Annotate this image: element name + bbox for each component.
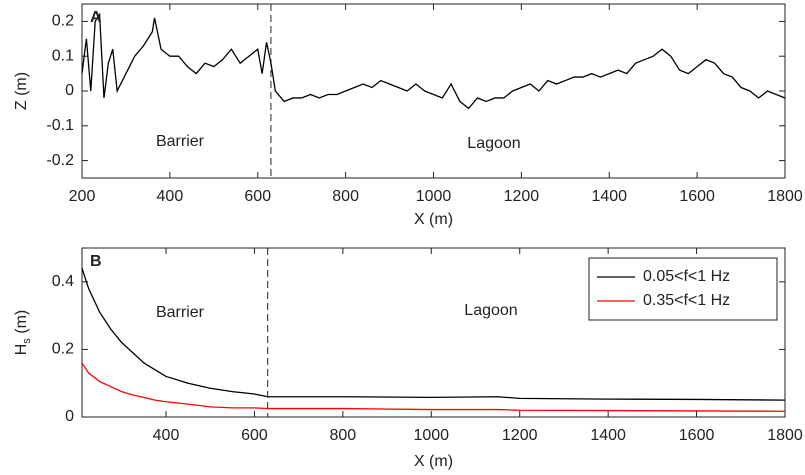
x-tick-label: 1800 (767, 188, 803, 205)
y-tick-label: -0.2 (46, 152, 74, 169)
y-axis-label-unit: (m) (13, 310, 30, 338)
y-tick-label: 0 (65, 408, 74, 425)
x-axis-label: X (m) (414, 453, 453, 470)
x-tick-label: 800 (332, 188, 359, 205)
y-axis-label-sub: s (21, 338, 33, 344)
y-tick-label: 0 (65, 82, 74, 99)
data-line (81, 362, 786, 412)
region-label: Lagoon (464, 302, 517, 319)
plot-area (81, 3, 786, 179)
x-tick-label: 1400 (590, 427, 626, 444)
x-tick-label: 1200 (504, 188, 540, 205)
x-tick-label: 800 (330, 427, 357, 444)
legend-label: 0.35<f<1 Hz (643, 292, 730, 309)
y-axis-label: Z (m) (13, 72, 30, 110)
region-label: Barrier (156, 304, 205, 321)
x-tick-label: 1000 (416, 188, 452, 205)
x-tick-label: 1800 (767, 427, 803, 444)
x-tick-label: 1200 (502, 427, 538, 444)
x-tick-label: 600 (244, 188, 271, 205)
x-tick-label: 1600 (679, 427, 715, 444)
y-tick-label: 0.2 (52, 13, 74, 30)
panel-label: B (90, 253, 102, 270)
x-tick-label: 600 (241, 427, 268, 444)
x-tick-label: 1400 (591, 188, 627, 205)
y-tick-label: 0.4 (52, 273, 74, 290)
y-tick-label: 0.1 (52, 47, 74, 64)
x-tick-label: 1600 (679, 188, 715, 205)
region-label: Barrier (156, 133, 205, 150)
y-tick-label: -0.1 (46, 117, 74, 134)
x-tick-label: 400 (153, 427, 180, 444)
x-tick-label: 1000 (413, 427, 449, 444)
legend-box (588, 257, 778, 321)
x-axis-label: X (m) (414, 211, 453, 228)
y-tick-label: 0.2 (52, 341, 74, 358)
data-line (81, 12, 786, 110)
data-line (81, 268, 786, 401)
legend-label: 0.05<f<1 Hz (643, 268, 730, 285)
y-axis-label-base: H (13, 344, 30, 356)
region-label: Lagoon (467, 135, 520, 152)
x-tick-label: 400 (157, 188, 184, 205)
y-axis-label: Hs (m) (13, 310, 33, 356)
panel-label: A (90, 9, 102, 26)
x-tick-label: 200 (69, 188, 96, 205)
